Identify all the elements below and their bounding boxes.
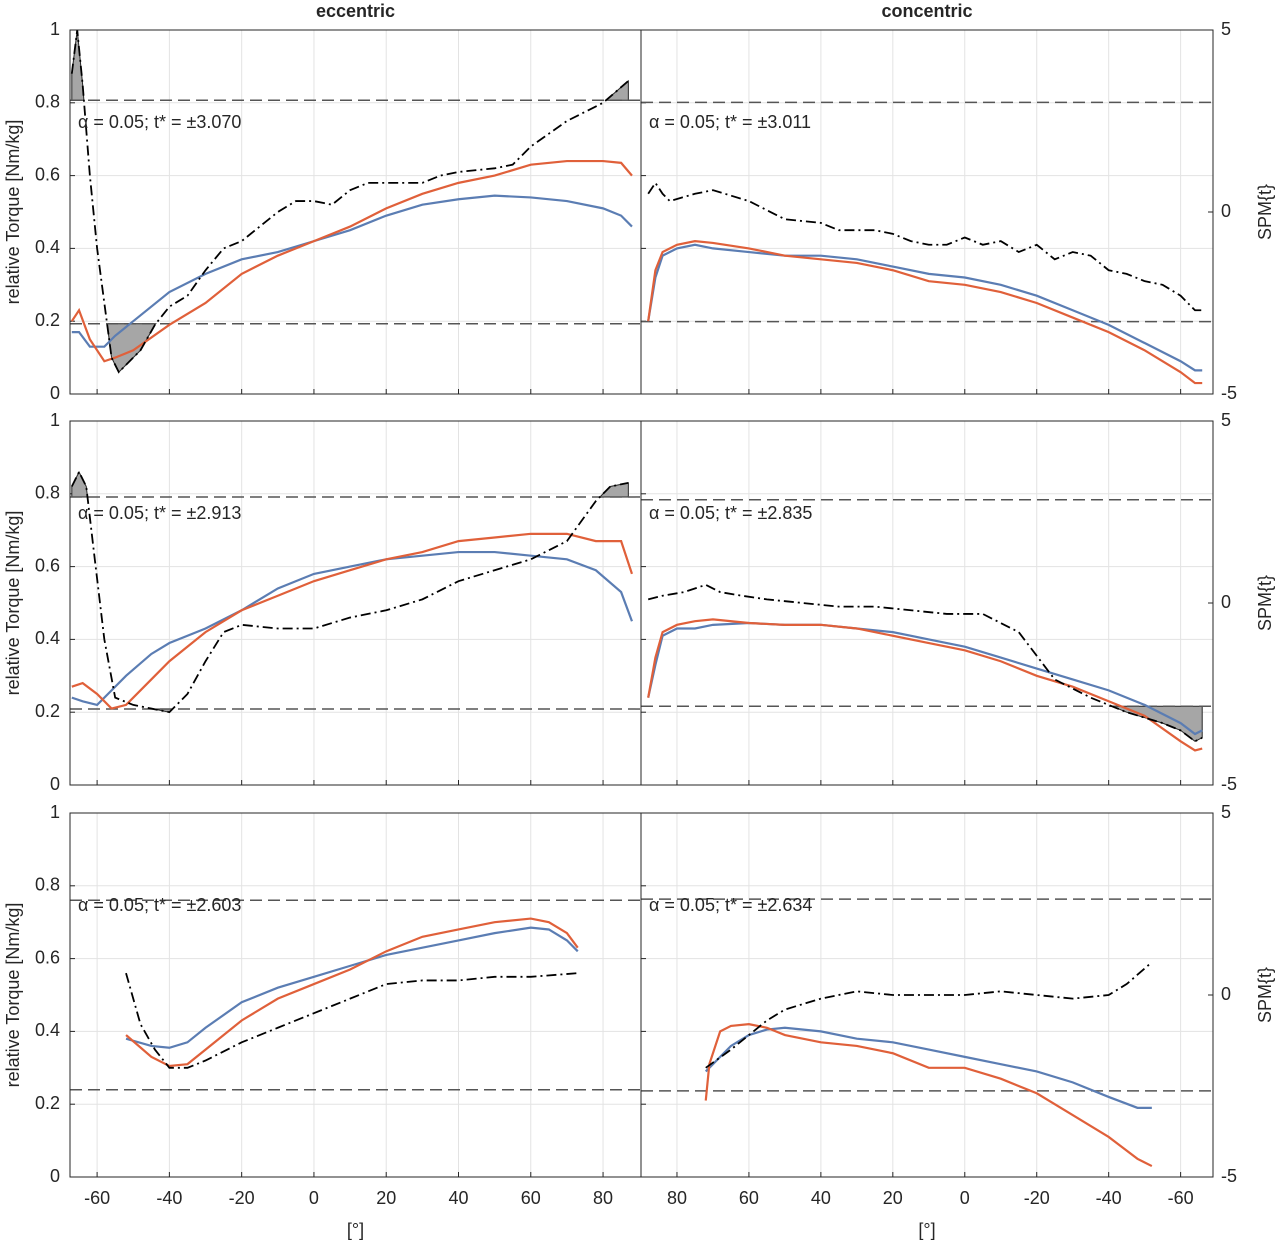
x-tick-label: 80 <box>593 1188 613 1208</box>
y2-axis-label: SPM{t} <box>1255 184 1275 240</box>
torque-line <box>125 926 579 1049</box>
annotation: α = 0.05; t* = ±2.603 <box>78 895 241 915</box>
torque-line <box>125 917 579 1068</box>
annotation: α = 0.05; t* = ±2.634 <box>649 895 812 915</box>
torque-line <box>71 532 634 710</box>
y-tick-label: 0.4 <box>35 237 60 257</box>
panel: -60 -40 -20 0 20 40 60 80 0 0.2 0.4 0.6 0.8 1 α = 0.05… <box>3 802 642 1240</box>
supra-threshold-cluster <box>106 323 157 374</box>
x-tick-label: -40 <box>1096 1188 1122 1208</box>
y-tick-label: 1 <box>50 19 60 39</box>
panel: 0 0.2 0.4 0.6 0.8 1 α = 0.05; t* = ±3.070 eccen… <box>3 1 642 403</box>
spm-line <box>71 469 629 714</box>
torque-line <box>71 550 633 707</box>
y-axis-label: relative Torque [Nm/kg] <box>3 511 23 696</box>
torque-line <box>647 621 1203 736</box>
y-tick-label: 0.8 <box>35 92 60 112</box>
y2-tick-label: -5 <box>1221 774 1237 794</box>
x-tick-label: 0 <box>309 1188 319 1208</box>
torque-line <box>70 159 633 363</box>
y-tick-label: 1 <box>50 802 60 822</box>
y-tick-label: 0 <box>50 383 60 403</box>
y-tick-label: 0.6 <box>35 555 60 575</box>
y2-tick-label: -5 <box>1221 383 1237 403</box>
annotation: α = 0.05; t* = ±3.070 <box>78 112 241 132</box>
x-tick-label: -60 <box>1168 1188 1194 1208</box>
x-tick-label: 20 <box>376 1188 396 1208</box>
x-axis-label: [°] <box>918 1220 935 1240</box>
panel: 80 60 40 20 0 -20 -40 -60 -5 0 5 α = 0.05; t* = ±2.… <box>640 802 1275 1240</box>
y-axis-label: relative Torque [Nm/kg] <box>3 903 23 1088</box>
x-tick-label: 20 <box>883 1188 903 1208</box>
y-tick-label: 0.6 <box>35 164 60 184</box>
plot-area <box>70 813 641 1177</box>
torque-line <box>704 1026 1152 1109</box>
y2-tick-label: 5 <box>1221 19 1231 39</box>
plot-area <box>641 421 1213 785</box>
y2-tick-label: 0 <box>1221 984 1231 1004</box>
y2-tick-label: 0 <box>1221 201 1231 221</box>
panel: -5 0 5 α = 0.05; t* = ±3.011 concentric SPM{t… <box>640 1 1275 403</box>
y-tick-label: 0.2 <box>35 1093 60 1113</box>
x-tick-label: 80 <box>667 1188 687 1208</box>
y-tick-label: 0.2 <box>35 701 60 721</box>
x-tick-label: -40 <box>156 1188 182 1208</box>
y-tick-label: 0.6 <box>35 947 60 967</box>
annotation: α = 0.05; t* = ±2.835 <box>649 503 812 523</box>
y2-tick-label: 5 <box>1221 802 1231 822</box>
x-tick-label: 60 <box>739 1188 759 1208</box>
y-tick-label: 0.4 <box>35 628 60 648</box>
y-tick-label: 0.8 <box>35 483 60 503</box>
plot-area <box>70 421 641 785</box>
column-title: eccentric <box>316 1 395 21</box>
x-tick-label: 60 <box>521 1188 541 1208</box>
y-axis-label: relative Torque [Nm/kg] <box>3 120 23 305</box>
y-tick-label: 0 <box>50 1166 60 1186</box>
y2-tick-label: 5 <box>1221 410 1231 430</box>
plot-border <box>640 420 1214 786</box>
annotation: α = 0.05; t* = ±2.913 <box>78 503 241 523</box>
plot-area <box>641 30 1213 394</box>
torque-line <box>704 1023 1153 1168</box>
spm-line <box>705 961 1153 1069</box>
spm-line <box>125 972 578 1069</box>
x-tick-label: 40 <box>811 1188 831 1208</box>
spm-line <box>647 181 1203 312</box>
column-title: concentric <box>881 1 972 21</box>
y2-tick-label: 0 <box>1221 592 1231 612</box>
x-tick-label: -60 <box>84 1188 110 1208</box>
annotation: α = 0.05; t* = ±3.011 <box>649 112 811 132</box>
x-tick-label: -20 <box>229 1188 255 1208</box>
x-tick-label: 0 <box>960 1188 970 1208</box>
y-tick-label: 0.4 <box>35 1020 60 1040</box>
y2-tick-label: -5 <box>1221 1166 1237 1186</box>
y2-axis-label: SPM{t} <box>1255 575 1275 631</box>
panel: -5 0 5 α = 0.05; t* = ±2.835 SPM{t} <box>640 410 1275 794</box>
panel: 0 0.2 0.4 0.6 0.8 1 α = 0.05; t* = ±2.913 relat… <box>3 410 642 794</box>
y-tick-label: 0.2 <box>35 310 60 330</box>
torque-line <box>647 243 1203 372</box>
spm-line <box>647 583 1203 743</box>
torque-line <box>647 618 1203 752</box>
torque-line <box>647 240 1203 385</box>
y-tick-label: 0 <box>50 774 60 794</box>
x-tick-label: -20 <box>1024 1188 1050 1208</box>
y-tick-label: 1 <box>50 410 60 430</box>
plot-area <box>70 30 641 394</box>
y-tick-label: 0.8 <box>35 875 60 895</box>
x-tick-label: 40 <box>448 1188 468 1208</box>
y2-axis-label: SPM{t} <box>1255 967 1275 1023</box>
plot-border <box>640 29 1214 395</box>
x-axis-label: [°] <box>347 1220 364 1240</box>
plot-border <box>640 812 1214 1178</box>
